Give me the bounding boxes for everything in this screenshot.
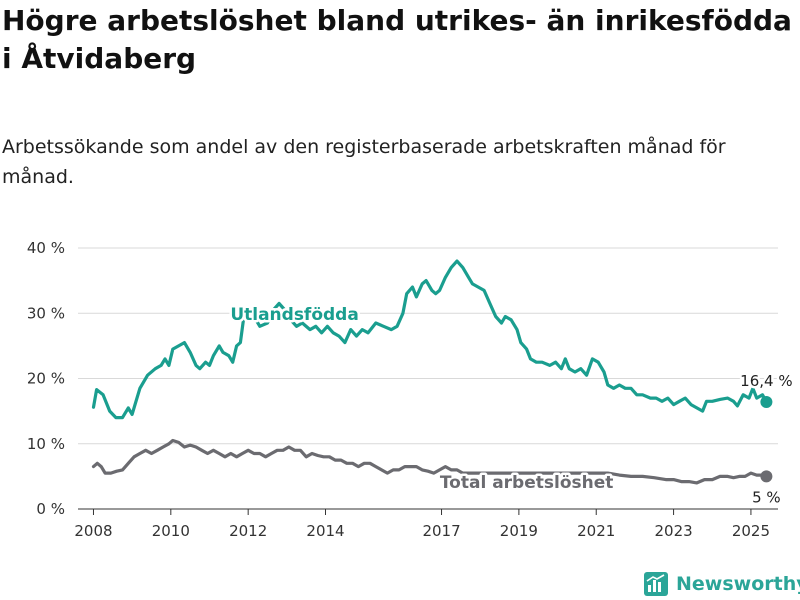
x-tick-label: 2021 bbox=[577, 522, 615, 540]
y-tick-label: 0 % bbox=[36, 500, 65, 518]
x-tick-label: 2019 bbox=[500, 522, 538, 540]
series-lines bbox=[91, 259, 773, 485]
end-value-label-utlandsfodda: 16,4 % bbox=[740, 372, 792, 390]
chart-subtitle: Arbetssökande som andel av den registerb… bbox=[2, 136, 726, 188]
y-axis: 0 % 10 % 20 % 30 % 40 % bbox=[27, 239, 65, 518]
x-tick-label: 2014 bbox=[306, 522, 344, 540]
y-tick-label: 10 % bbox=[27, 435, 65, 453]
series-label-utlandsfodda: Utlandsfödda bbox=[230, 305, 359, 325]
x-tick-label: 2012 bbox=[229, 522, 267, 540]
x-tick-label: 2025 bbox=[732, 522, 770, 540]
endpoint-marker-total bbox=[760, 470, 773, 483]
x-tick-label: 2008 bbox=[74, 522, 112, 540]
series-labels: Utlandsfödda Total arbetslöshet 16,4 % 5 % bbox=[228, 302, 795, 509]
gridlines bbox=[78, 247, 778, 510]
series-label-total: Total arbetslöshet bbox=[440, 473, 614, 493]
series-line-utlandsfodda bbox=[91, 259, 768, 420]
endpoint-marker-utlandsfodda bbox=[760, 395, 773, 408]
series-line-total bbox=[91, 438, 768, 485]
x-tick-label: 2010 bbox=[152, 522, 190, 540]
y-tick-label: 40 % bbox=[27, 239, 65, 257]
y-tick-label: 30 % bbox=[27, 304, 65, 322]
x-tick-label: 2023 bbox=[654, 522, 692, 540]
brand-name: Newsworthy bbox=[676, 573, 800, 595]
line-chart: 0 % 10 % 20 % 30 % 40 % 2008 2010 2012 2014 2017… bbox=[26, 239, 795, 540]
x-tick-label: 2017 bbox=[422, 522, 460, 540]
newsworthy-logo-icon bbox=[644, 572, 668, 596]
y-tick-label: 20 % bbox=[27, 370, 65, 388]
x-axis: 2008 2010 2012 2014 2017 2019 2021 2023 2025 bbox=[74, 509, 770, 540]
end-value-label-total: 5 % bbox=[752, 488, 781, 506]
brand-logo: Newsworthy bbox=[644, 569, 800, 599]
chart-title: Högre arbetslöshet bland utrikes- än inr… bbox=[2, 4, 792, 75]
